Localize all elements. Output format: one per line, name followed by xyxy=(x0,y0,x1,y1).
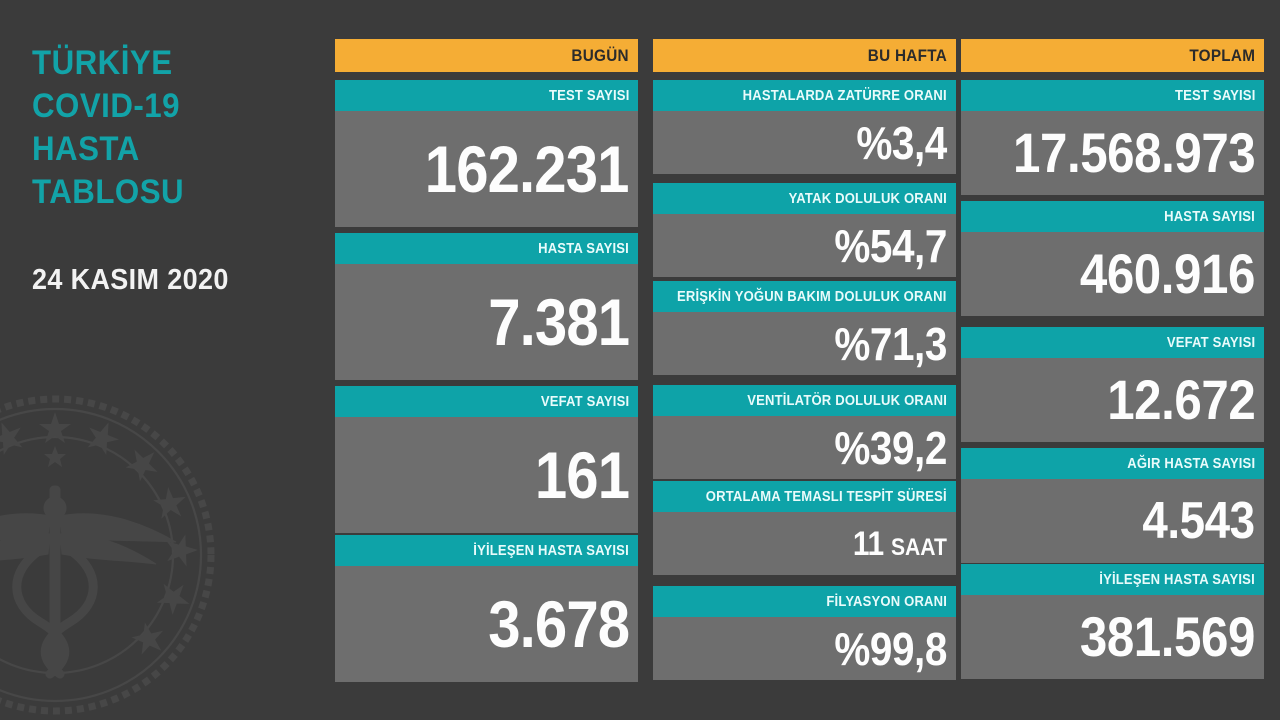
stat-label-text: İYİLEŞEN HASTA SAYISI xyxy=(473,542,629,559)
stat-label: VEFAT SAYISI xyxy=(335,386,638,417)
stat-cell: TEST SAYISI 17.568.973 xyxy=(961,80,1264,195)
stat-value: 11 SAAT xyxy=(653,512,956,575)
page-title: TÜRKİYE COVID-19 HASTA TABLOSU xyxy=(32,42,280,214)
column-header-today: BUGÜN xyxy=(335,39,638,72)
stat-value: 7.381 xyxy=(335,264,638,380)
column-today: BUGÜN TEST SAYISI 162.231 HASTA SAYISI 7… xyxy=(335,0,638,720)
stat-cell: FİLYASYON ORANI %99,8 xyxy=(653,586,956,680)
stat-value-text: 161 xyxy=(534,438,630,512)
stat-label-text: HASTA SAYISI xyxy=(538,240,629,257)
stat-cell: HASTALARDA ZATÜRRE ORANI %3,4 xyxy=(653,80,956,174)
stat-label: AĞIR HASTA SAYISI xyxy=(961,448,1264,479)
stat-cell: İYİLEŞEN HASTA SAYISI 381.569 xyxy=(961,564,1264,679)
stat-value: %99,8 xyxy=(653,617,956,680)
stat-cell: İYİLEŞEN HASTA SAYISI 3.678 xyxy=(335,535,638,682)
stat-cell: HASTA SAYISI 7.381 xyxy=(335,233,638,380)
page-title-line-2: COVID-19 xyxy=(32,87,180,125)
stat-label-text: VEFAT SAYISI xyxy=(1166,334,1255,351)
stat-value: %3,4 xyxy=(653,111,956,174)
stat-value-text: 17.568.973 xyxy=(1012,121,1256,184)
page-title-line-3: HASTA xyxy=(32,130,140,168)
stat-value: 17.568.973 xyxy=(961,111,1264,195)
stat-cell: HASTA SAYISI 460.916 xyxy=(961,201,1264,316)
stat-value: 3.678 xyxy=(335,566,638,682)
stat-label-text: VEFAT SAYISI xyxy=(540,393,629,410)
stat-cell: TEST SAYISI 162.231 xyxy=(335,80,638,227)
stat-label-text: TEST SAYISI xyxy=(1174,87,1255,104)
stat-label: VEFAT SAYISI xyxy=(961,327,1264,358)
stat-label-text: FİLYASYON ORANI xyxy=(826,593,947,610)
stat-value-text: %54,7 xyxy=(834,219,947,272)
stat-value-text: 460.916 xyxy=(1079,242,1256,305)
report-date: 24 KASIM 2020 xyxy=(32,264,229,296)
stat-value-text: %3,4 xyxy=(856,116,947,169)
stat-label: YATAK DOLULUK ORANI xyxy=(653,183,956,214)
stat-value-text: 7.381 xyxy=(488,285,630,359)
stat-value: %39,2 xyxy=(653,416,956,479)
stat-value-text: 3.678 xyxy=(488,587,630,661)
stat-cell: AĞIR HASTA SAYISI 4.543 xyxy=(961,448,1264,563)
stat-value-text: %99,8 xyxy=(834,622,947,675)
stat-label: HASTALARDA ZATÜRRE ORANI xyxy=(653,80,956,111)
stat-cell: ERİŞKİN YOĞUN BAKIM DOLULUK ORANI %71,3 xyxy=(653,281,956,375)
stat-value-text: %71,3 xyxy=(834,317,947,370)
column-total: TOPLAM TEST SAYISI 17.568.973 HASTA SAYI… xyxy=(961,0,1264,720)
column-header-week: BU HAFTA xyxy=(653,39,956,72)
stat-label: HASTA SAYISI xyxy=(335,233,638,264)
stat-value: 12.672 xyxy=(961,358,1264,442)
stat-label: ORTALAMA TEMASLI TESPİT SÜRESİ xyxy=(653,481,956,512)
column-header-total-label: TOPLAM xyxy=(1189,45,1255,65)
stat-cell: ORTALAMA TEMASLI TESPİT SÜRESİ 11 SAAT xyxy=(653,481,956,575)
stat-cell: VEFAT SAYISI 161 xyxy=(335,386,638,533)
stat-value-text: 12.672 xyxy=(1106,368,1256,431)
stat-label: İYİLEŞEN HASTA SAYISI xyxy=(335,535,638,566)
page-title-line-1: TÜRKİYE xyxy=(32,44,173,82)
stat-value: 162.231 xyxy=(335,111,638,227)
stat-cell: VENTİLATÖR DOLULUK ORANI %39,2 xyxy=(653,385,956,479)
turkish-ministry-of-health-emblem-icon xyxy=(0,395,215,715)
stat-value-text: 162.231 xyxy=(425,132,630,206)
stat-label-text: HASTA SAYISI xyxy=(1164,208,1255,225)
stat-label: TEST SAYISI xyxy=(335,80,638,111)
column-week: BU HAFTA HASTALARDA ZATÜRRE ORANI %3,4 Y… xyxy=(653,0,956,720)
page-title-line-4: TABLOSU xyxy=(32,173,185,211)
stat-label: FİLYASYON ORANI xyxy=(653,586,956,617)
stat-label: HASTA SAYISI xyxy=(961,201,1264,232)
stat-label-text: TEST SAYISI xyxy=(548,87,629,104)
stat-label-text: İYİLEŞEN HASTA SAYISI xyxy=(1099,571,1255,588)
stat-label: İYİLEŞEN HASTA SAYISI xyxy=(961,564,1264,595)
stat-label-text: ORTALAMA TEMASLI TESPİT SÜRESİ xyxy=(705,488,947,505)
stat-value-unit: SAAT xyxy=(891,533,947,561)
stat-value: 381.569 xyxy=(961,595,1264,679)
stat-value-text: 381.569 xyxy=(1079,605,1256,668)
stat-value: 161 xyxy=(335,417,638,533)
stat-label: TEST SAYISI xyxy=(961,80,1264,111)
stat-value: %54,7 xyxy=(653,214,956,277)
stat-value-text: 11 SAAT xyxy=(853,527,947,561)
stat-label: ERİŞKİN YOĞUN BAKIM DOLULUK ORANI xyxy=(653,281,956,312)
stat-cell: YATAK DOLULUK ORANI %54,7 xyxy=(653,183,956,277)
stat-value: %71,3 xyxy=(653,312,956,375)
stat-cell: VEFAT SAYISI 12.672 xyxy=(961,327,1264,442)
column-header-today-label: BUGÜN xyxy=(571,45,629,65)
stat-value-text: 4.543 xyxy=(1142,492,1256,550)
stat-label-text: VENTİLATÖR DOLULUK ORANI xyxy=(747,392,947,409)
stat-value-number: 11 xyxy=(852,524,885,563)
stat-label-text: YATAK DOLULUK ORANI xyxy=(788,190,947,207)
stat-value-text: %39,2 xyxy=(834,421,947,474)
stat-value: 4.543 xyxy=(961,479,1264,563)
column-header-week-label: BU HAFTA xyxy=(867,45,947,65)
stat-label-text: HASTALARDA ZATÜRRE ORANI xyxy=(742,87,947,104)
column-header-total: TOPLAM xyxy=(961,39,1264,72)
stat-value: 460.916 xyxy=(961,232,1264,316)
stat-label: VENTİLATÖR DOLULUK ORANI xyxy=(653,385,956,416)
left-panel: TÜRKİYE COVID-19 HASTA TABLOSU 24 KASIM … xyxy=(0,0,330,720)
stat-label-text: AĞIR HASTA SAYISI xyxy=(1126,455,1255,472)
stat-label-text: ERİŞKİN YOĞUN BAKIM DOLULUK ORANI xyxy=(677,288,947,305)
